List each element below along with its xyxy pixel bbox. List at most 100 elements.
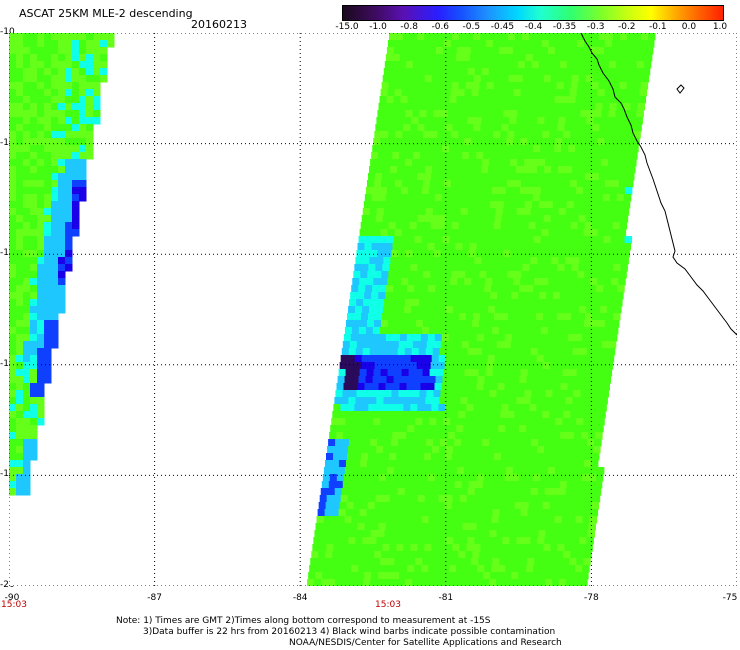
swath-cell	[398, 201, 407, 209]
swath-cell	[589, 467, 598, 475]
swath-cell	[558, 446, 566, 454]
swath-cell	[494, 75, 503, 83]
swath-cell	[498, 285, 506, 293]
swath-cell	[575, 145, 583, 153]
swath-cell	[384, 250, 392, 258]
swath-cell	[416, 411, 424, 419]
swath-cell	[364, 474, 373, 482]
swath-cell	[434, 194, 443, 202]
swath-cell	[561, 96, 570, 104]
swath-cell	[441, 383, 449, 391]
swath-cell	[448, 523, 456, 531]
swath-cell	[429, 278, 437, 286]
swath-cell	[429, 509, 438, 517]
swath-cell	[391, 530, 399, 538]
swath-cell	[595, 194, 604, 202]
swath-cell	[9, 250, 17, 258]
swath-cell	[443, 40, 452, 48]
swath-cell	[605, 362, 614, 370]
swath-cell	[493, 502, 502, 510]
swath-cell	[51, 250, 59, 258]
swath-cell	[582, 285, 590, 293]
swath-cell	[443, 369, 452, 377]
swath-cell	[540, 96, 549, 104]
swath-cell	[446, 537, 454, 545]
swath-cell	[388, 222, 397, 230]
swath-cell	[561, 425, 569, 433]
swath-cell	[419, 481, 428, 489]
swath-cell	[335, 579, 343, 586]
swath-cell	[30, 432, 38, 440]
swath-cell	[504, 383, 512, 391]
swath-cell	[30, 96, 38, 104]
swath-cell	[44, 215, 52, 223]
swath-cell	[360, 271, 368, 279]
swath-cell	[538, 299, 546, 307]
swath-cell	[417, 33, 425, 41]
swath-cell	[536, 33, 544, 41]
swath-cell	[363, 341, 372, 349]
swath-cell	[510, 390, 518, 398]
swath-cell	[503, 110, 511, 118]
swath-cell	[380, 89, 389, 97]
swath-cell	[552, 201, 561, 209]
swath-cell	[598, 362, 607, 370]
swath-cell	[9, 432, 17, 440]
swath-cell	[499, 558, 507, 566]
swath-cell	[385, 474, 394, 482]
swath-cell	[611, 278, 619, 286]
swath-cell	[600, 166, 608, 174]
swath-cell	[44, 117, 52, 125]
swath-cell	[363, 299, 371, 307]
swath-cell	[390, 68, 399, 76]
swath-cell	[541, 369, 550, 377]
swath-cell	[556, 222, 565, 230]
swath-cell	[513, 418, 521, 426]
swath-cell	[399, 383, 407, 391]
swath-cell	[584, 362, 593, 370]
swath-cell	[65, 236, 73, 244]
swath-cell	[572, 208, 581, 216]
swath-cell	[621, 257, 629, 265]
swath-cell	[403, 495, 412, 503]
swath-cell	[557, 495, 566, 503]
swath-cell	[65, 47, 73, 55]
swath-cell	[390, 208, 399, 216]
swath-cell	[387, 180, 396, 188]
swath-cell	[433, 159, 441, 167]
swath-cell	[448, 572, 456, 580]
swath-cell	[634, 124, 642, 132]
swath-cell	[495, 446, 503, 454]
swath-cell	[558, 166, 566, 174]
swath-cell	[44, 89, 52, 97]
swath-cell	[392, 194, 401, 202]
swath-cell	[432, 208, 441, 216]
swath-cell	[468, 439, 476, 447]
swath-cell	[589, 425, 597, 433]
swath-cell	[586, 306, 594, 314]
swath-cell	[464, 138, 472, 146]
swath-cell	[589, 516, 598, 524]
swath-cell	[360, 502, 369, 510]
swath-cell	[505, 236, 514, 244]
swath-cell	[347, 313, 355, 321]
swath-cell	[625, 40, 634, 48]
swath-cell	[482, 530, 490, 538]
swath-cell	[490, 474, 499, 482]
swath-cell	[427, 152, 435, 160]
swath-cell	[366, 229, 375, 237]
swath-cell	[72, 124, 80, 132]
swath-cell	[426, 299, 434, 307]
swath-cell	[93, 89, 101, 97]
swath-cell	[357, 383, 365, 391]
swath-cell	[371, 572, 379, 580]
swath-cell	[23, 96, 31, 104]
swath-cell	[609, 54, 618, 62]
swath-cell	[65, 103, 73, 111]
swath-cell	[453, 306, 461, 314]
swath-cell	[576, 278, 584, 286]
swath-cell	[37, 208, 45, 216]
swath-cell	[512, 47, 521, 55]
swath-cell	[609, 152, 617, 160]
swath-cell	[377, 579, 385, 586]
